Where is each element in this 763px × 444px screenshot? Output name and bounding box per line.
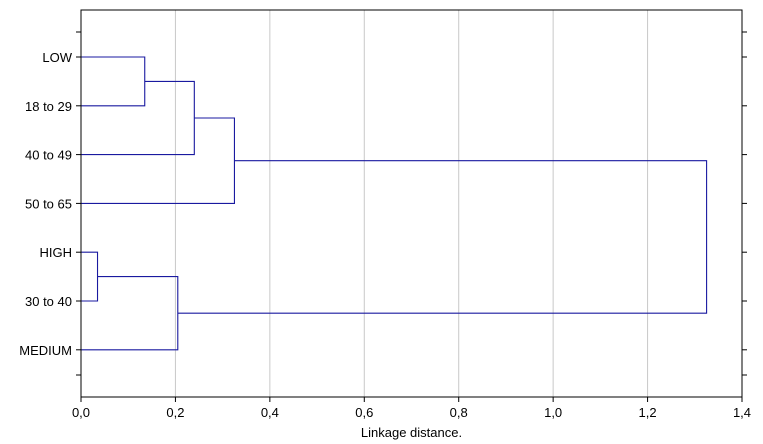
dendrogram-link — [81, 276, 179, 351]
x-tick-label: 1,4 — [733, 405, 751, 420]
leaf-label: LOW — [42, 50, 72, 65]
grid-lines — [174, 10, 649, 397]
leaf-label: 30 to 40 — [25, 294, 72, 309]
leaf-label: 50 to 65 — [25, 196, 72, 211]
x-axis-title: Linkage distance. — [361, 425, 462, 440]
x-tick-label: 1,2 — [639, 405, 657, 420]
dendrogram-link — [81, 117, 235, 204]
dendrogram-link — [81, 80, 195, 156]
y-axis-ticks — [76, 31, 747, 376]
dendrogram-link — [177, 160, 708, 314]
x-tick-label: 0,0 — [72, 405, 90, 420]
leaf-label: MEDIUM — [19, 343, 72, 358]
leaf-labels: LOW 18 to 29 40 to 49 50 to 65 HIGH 30 to 40 M… — [19, 50, 72, 358]
leaf-label: HIGH — [40, 245, 73, 260]
leaf-label: 18 to 29 — [25, 99, 72, 114]
x-axis-ticks: 0,0 0,2 0,4 0,6 0,8 1,0 1,2 1,4 — [72, 397, 751, 420]
x-tick-label: 0,6 — [355, 405, 373, 420]
x-tick-label: 0,2 — [166, 405, 184, 420]
x-tick-label: 0,8 — [450, 405, 468, 420]
dendrogram-link — [81, 56, 146, 107]
x-tick-label: 0,4 — [261, 405, 279, 420]
dendrogram-links — [81, 56, 708, 351]
x-tick-label: 1,0 — [544, 405, 562, 420]
leaf-label: 40 to 49 — [25, 148, 72, 163]
